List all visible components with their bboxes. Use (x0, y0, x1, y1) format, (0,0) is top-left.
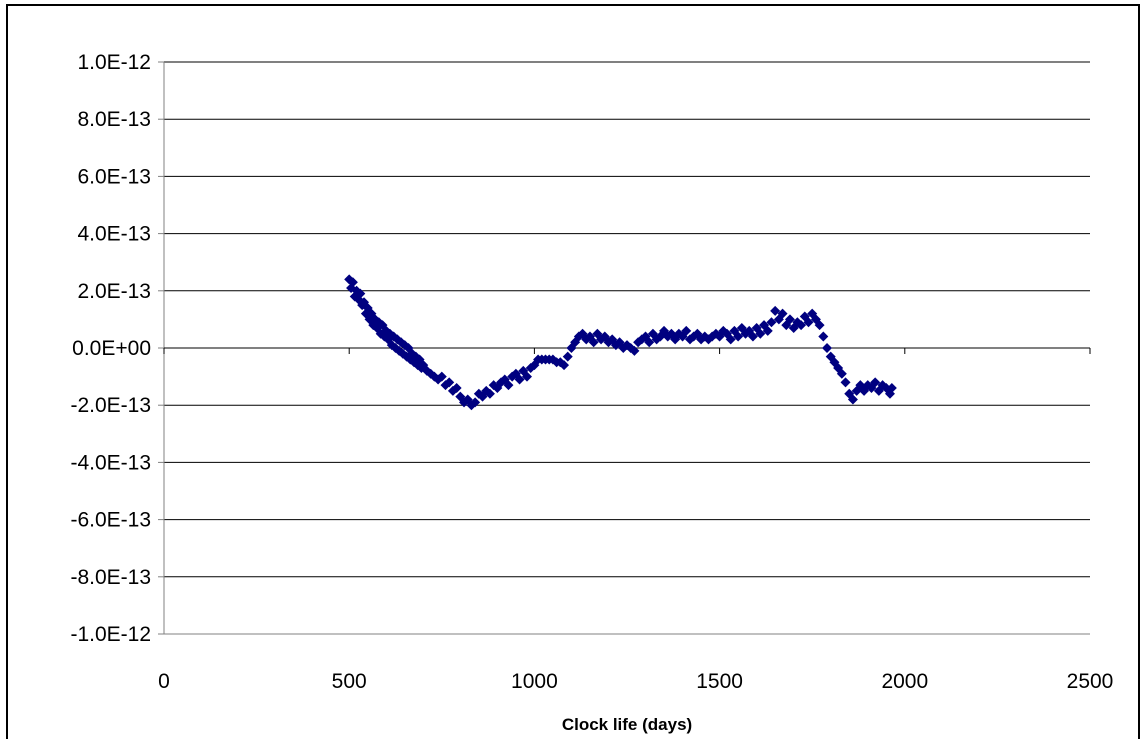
x-tick-label-5: 2500 (1067, 670, 1114, 693)
data-point (777, 308, 788, 319)
data-point (444, 377, 455, 388)
data-point (847, 394, 858, 405)
data-point (766, 317, 777, 328)
data-point (822, 343, 833, 353)
x-tick-label-3: 1500 (696, 670, 743, 693)
x-axis-title: Clock life (days) (562, 715, 692, 734)
data-point (436, 371, 447, 382)
data-point (644, 337, 655, 348)
data-point (681, 325, 692, 336)
data-point (755, 328, 766, 339)
data-point (451, 383, 462, 394)
data-point (886, 383, 897, 394)
x-tick-label-2: 1000 (511, 670, 558, 693)
data-point (588, 337, 599, 348)
data-point (725, 334, 736, 345)
data-point (347, 277, 358, 288)
y-tick-label-7: -4.0E-13 (70, 451, 151, 474)
y-tick-labels: 1.0E-12 8.0E-13 6.0E-13 4.0E-13 2.0E-13 0.0E+… (70, 51, 151, 646)
data-point (840, 377, 851, 388)
data-points (344, 274, 897, 411)
data-point (818, 331, 829, 342)
y-tick-label-3: 4.0E-13 (77, 223, 151, 246)
data-point (503, 380, 514, 391)
data-point (836, 368, 847, 379)
data-point (870, 377, 881, 388)
data-point (770, 305, 781, 316)
x-tick-label-4: 2000 (881, 670, 928, 693)
data-point (803, 317, 814, 328)
data-point (562, 351, 573, 362)
data-point (796, 320, 807, 331)
data-point (747, 331, 758, 342)
y-tick-label-8: -6.0E-13 (70, 509, 151, 532)
x-tick-label-1: 500 (332, 670, 367, 693)
data-point (784, 314, 795, 325)
y-tick-label-6: -2.0E-13 (70, 394, 151, 417)
data-point (814, 320, 825, 331)
y-tick-label-2: 6.0E-13 (77, 165, 151, 188)
y-tick-label-5: 0.0E+00 (72, 337, 151, 360)
x-tick-labels: 0 500 1000 1500 2000 2500 (158, 670, 1113, 693)
y-tick-label-10: -1.0E-12 (70, 623, 151, 646)
data-point (733, 331, 744, 342)
y-tick-label-0: 1.0E-12 (77, 51, 151, 74)
data-point (762, 325, 773, 336)
data-point (470, 397, 481, 408)
chart-frame (6, 4, 1140, 739)
y-tick-label-9: -8.0E-13 (70, 566, 151, 589)
x-tick-label-0: 0 (158, 670, 170, 693)
data-point (514, 374, 525, 385)
data-point (559, 360, 570, 371)
y-tick-label-1: 8.0E-13 (77, 108, 151, 131)
data-point (521, 371, 532, 382)
data-point (484, 388, 495, 399)
y-tick-label-4: 2.0E-13 (77, 280, 151, 303)
data-point (629, 345, 640, 356)
data-point (355, 288, 366, 299)
